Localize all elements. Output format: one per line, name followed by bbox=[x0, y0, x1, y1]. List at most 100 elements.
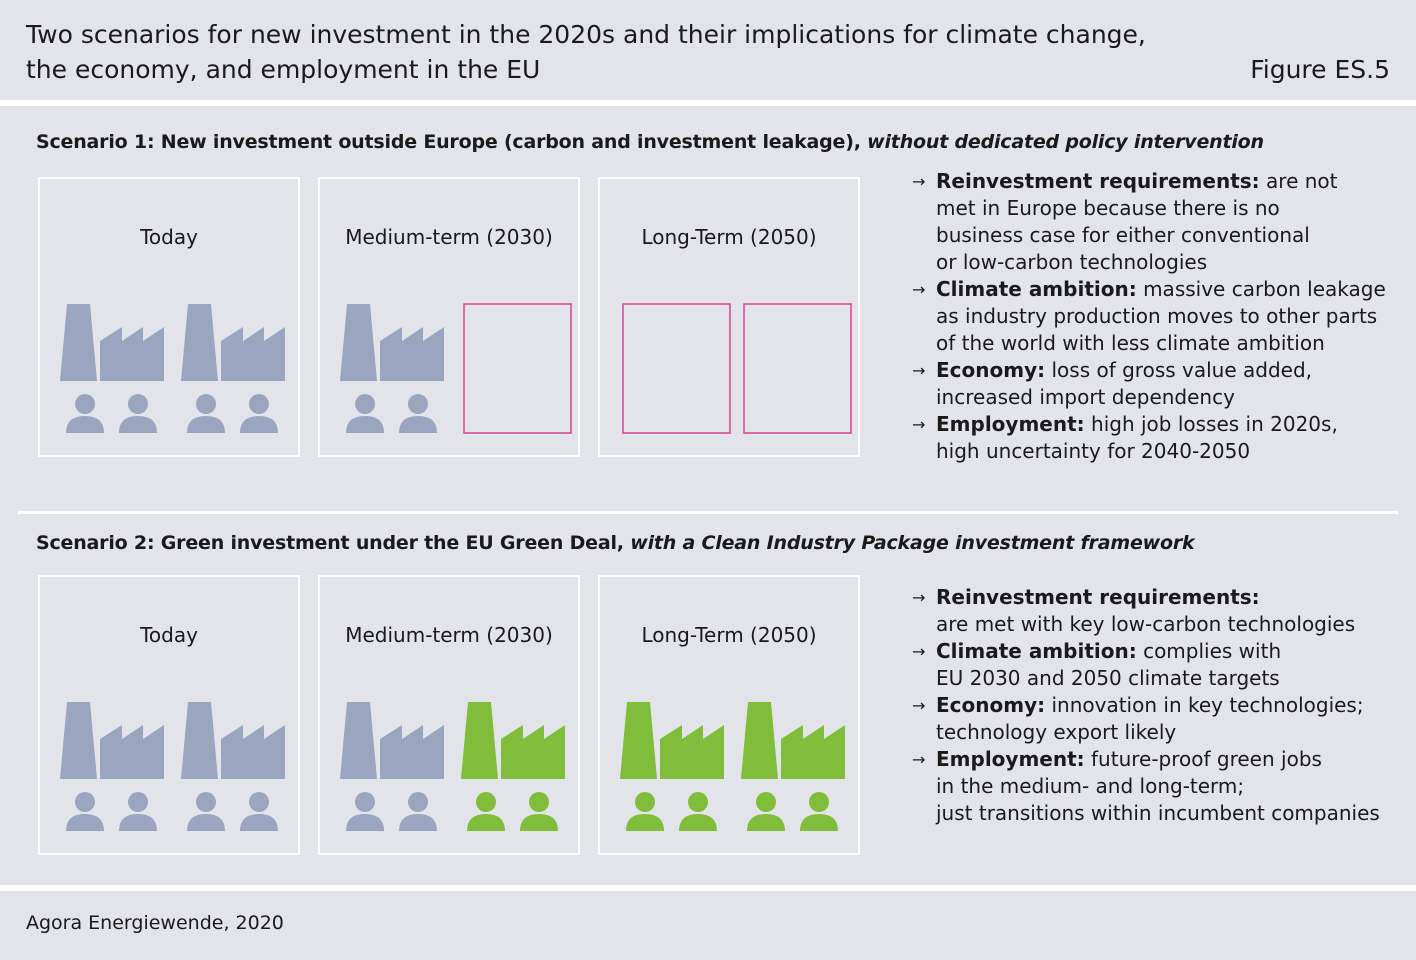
factory-icon bbox=[380, 725, 444, 779]
arrow-right-icon: → bbox=[912, 361, 926, 380]
worker-body-icon bbox=[346, 416, 384, 433]
worker-body-icon bbox=[240, 416, 278, 433]
bullet-text: increased import dependency bbox=[936, 385, 1235, 409]
worker-body-icon bbox=[679, 814, 717, 831]
cooling-tower-icon bbox=[340, 304, 377, 381]
bullet-text: technology export likely bbox=[936, 720, 1177, 744]
scenario-1-long-term-graphic bbox=[622, 303, 852, 434]
worker-body-icon bbox=[399, 416, 437, 433]
factory-icon bbox=[100, 725, 164, 779]
scenario-1-medium-term-graphic bbox=[340, 303, 572, 434]
arrow-right-icon: → bbox=[912, 750, 926, 769]
figure-title: Two scenarios for new investment in the … bbox=[26, 17, 1176, 87]
cooling-tower-icon bbox=[741, 702, 778, 779]
figure-title-line-1: Two scenarios for new investment in the … bbox=[26, 20, 1146, 49]
scenario-1-title-prefix: Scenario 1: New investment outside Europ… bbox=[36, 131, 868, 153]
worker-head-icon bbox=[128, 792, 148, 812]
worker-body-icon bbox=[346, 814, 384, 831]
worker-body-icon bbox=[520, 814, 558, 831]
bullet-text: loss of gross value added, bbox=[1045, 358, 1313, 382]
panel-label: Medium-term (2030) bbox=[345, 225, 553, 249]
worker-body-icon bbox=[747, 814, 785, 831]
panel-label: Medium-term (2030) bbox=[345, 623, 553, 647]
scenario-2-panel-medium-term: Medium-term (2030) bbox=[318, 575, 580, 855]
scenario-1-panel-today: Today bbox=[38, 177, 300, 457]
bullet-head: Employment: bbox=[936, 412, 1085, 436]
scenario-2-title-italic: with a Clean Industry Package investment… bbox=[630, 532, 1195, 554]
bullet-text: met in Europe because there is no bbox=[936, 196, 1280, 220]
worker-body-icon bbox=[467, 814, 505, 831]
scenario-2-today-graphic bbox=[60, 702, 285, 831]
scenario-1-implications: → Reinvestment requirements: are not met… bbox=[912, 168, 1386, 465]
worker-head-icon bbox=[476, 792, 496, 812]
bullet-text: future-proof green jobs bbox=[1084, 747, 1322, 771]
worker-head-icon bbox=[756, 792, 776, 812]
scenario-1-bullet-climate: → Climate ambition: massive carbon leaka… bbox=[912, 276, 1386, 357]
bullet-text: EU 2030 and 2050 climate targets bbox=[936, 666, 1280, 690]
arrow-right-icon: → bbox=[912, 415, 926, 434]
worker-body-icon bbox=[119, 416, 157, 433]
scenario-2-bullet-climate: → Climate ambition: complies with EU 203… bbox=[912, 638, 1380, 692]
scenario-1-bullet-employment: → Employment: high job losses in 2020s, … bbox=[912, 411, 1386, 465]
scenario-2-bullet-reinvestment: → Reinvestment requirements: are met wit… bbox=[912, 584, 1380, 638]
worker-body-icon bbox=[119, 814, 157, 831]
cooling-tower-icon bbox=[181, 304, 218, 381]
factory-icon bbox=[660, 725, 724, 779]
bullet-text: just transitions within incumbent compan… bbox=[936, 801, 1380, 825]
scenario-1-bullet-reinvestment: → Reinvestment requirements: are not met… bbox=[912, 168, 1386, 276]
figure-title-line-2: the economy, and employment in the EU bbox=[26, 55, 541, 84]
worker-body-icon bbox=[187, 814, 225, 831]
header: Two scenarios for new investment in the … bbox=[0, 0, 1416, 100]
scenario-1-title-italic: without dedicated policy intervention bbox=[867, 131, 1264, 153]
bullet-head: Climate ambition: bbox=[936, 639, 1137, 663]
arrow-right-icon: → bbox=[912, 280, 926, 299]
bullet-text: in the medium- and long-term; bbox=[936, 774, 1245, 798]
empty-investment-slot bbox=[743, 303, 852, 434]
worker-head-icon bbox=[688, 792, 708, 812]
scenario-2-bullet-employment: → Employment: future-proof green jobs in… bbox=[912, 746, 1380, 827]
worker-head-icon bbox=[408, 394, 428, 414]
scenario-2-medium-term-graphic bbox=[340, 702, 565, 831]
panel-label: Long-Term (2050) bbox=[641, 225, 817, 249]
worker-head-icon bbox=[249, 394, 269, 414]
cooling-tower-icon bbox=[60, 304, 97, 381]
worker-head-icon bbox=[408, 792, 428, 812]
worker-head-icon bbox=[196, 394, 216, 414]
scenario-2-panel-today: Today bbox=[38, 575, 300, 855]
scenario-1-panel-medium-term: Medium-term (2030) bbox=[318, 177, 580, 457]
arrow-right-icon: → bbox=[912, 172, 926, 191]
bullet-text: or low-carbon technologies bbox=[936, 250, 1208, 274]
worker-body-icon bbox=[800, 814, 838, 831]
scenario-2-title: Scenario 2: Green investment under the E… bbox=[36, 532, 1195, 554]
worker-head-icon bbox=[75, 792, 95, 812]
bullet-head: Reinvestment requirements: bbox=[936, 169, 1260, 193]
cooling-tower-icon bbox=[461, 702, 498, 779]
bullet-text: are met with key low-carbon technologies bbox=[936, 612, 1356, 636]
scenario-2-bullet-economy: → Economy: innovation in key technologie… bbox=[912, 692, 1380, 746]
panel-label: Today bbox=[140, 623, 198, 647]
bullet-text: high job losses in 2020s, bbox=[1084, 412, 1338, 436]
source-note: Agora Energiewende, 2020 bbox=[26, 912, 284, 934]
scenario-divider bbox=[18, 511, 1398, 514]
arrow-right-icon: → bbox=[912, 588, 926, 607]
factory-icon bbox=[221, 725, 285, 779]
worker-head-icon bbox=[355, 394, 375, 414]
panel-label: Today bbox=[140, 225, 198, 249]
worker-head-icon bbox=[196, 792, 216, 812]
figure-number: Figure ES.5 bbox=[1250, 55, 1390, 84]
worker-body-icon bbox=[66, 416, 104, 433]
cooling-tower-icon bbox=[60, 702, 97, 779]
bullet-head: Employment: bbox=[936, 747, 1085, 771]
bullet-head: Climate ambition: bbox=[936, 277, 1137, 301]
bullet-text: business case for either conventional bbox=[936, 223, 1310, 247]
cooling-tower-icon bbox=[620, 702, 657, 779]
factory-icon bbox=[781, 725, 845, 779]
scenario-1-title: Scenario 1: New investment outside Europ… bbox=[36, 131, 1264, 153]
empty-investment-slot bbox=[622, 303, 731, 434]
empty-investment-slot bbox=[463, 303, 572, 434]
bullet-head: Economy: bbox=[936, 358, 1046, 382]
arrow-right-icon: → bbox=[912, 642, 926, 661]
bullet-text: innovation in key technologies; bbox=[1045, 693, 1364, 717]
scenario-2-long-term-graphic bbox=[620, 702, 845, 831]
cooling-tower-icon bbox=[181, 702, 218, 779]
